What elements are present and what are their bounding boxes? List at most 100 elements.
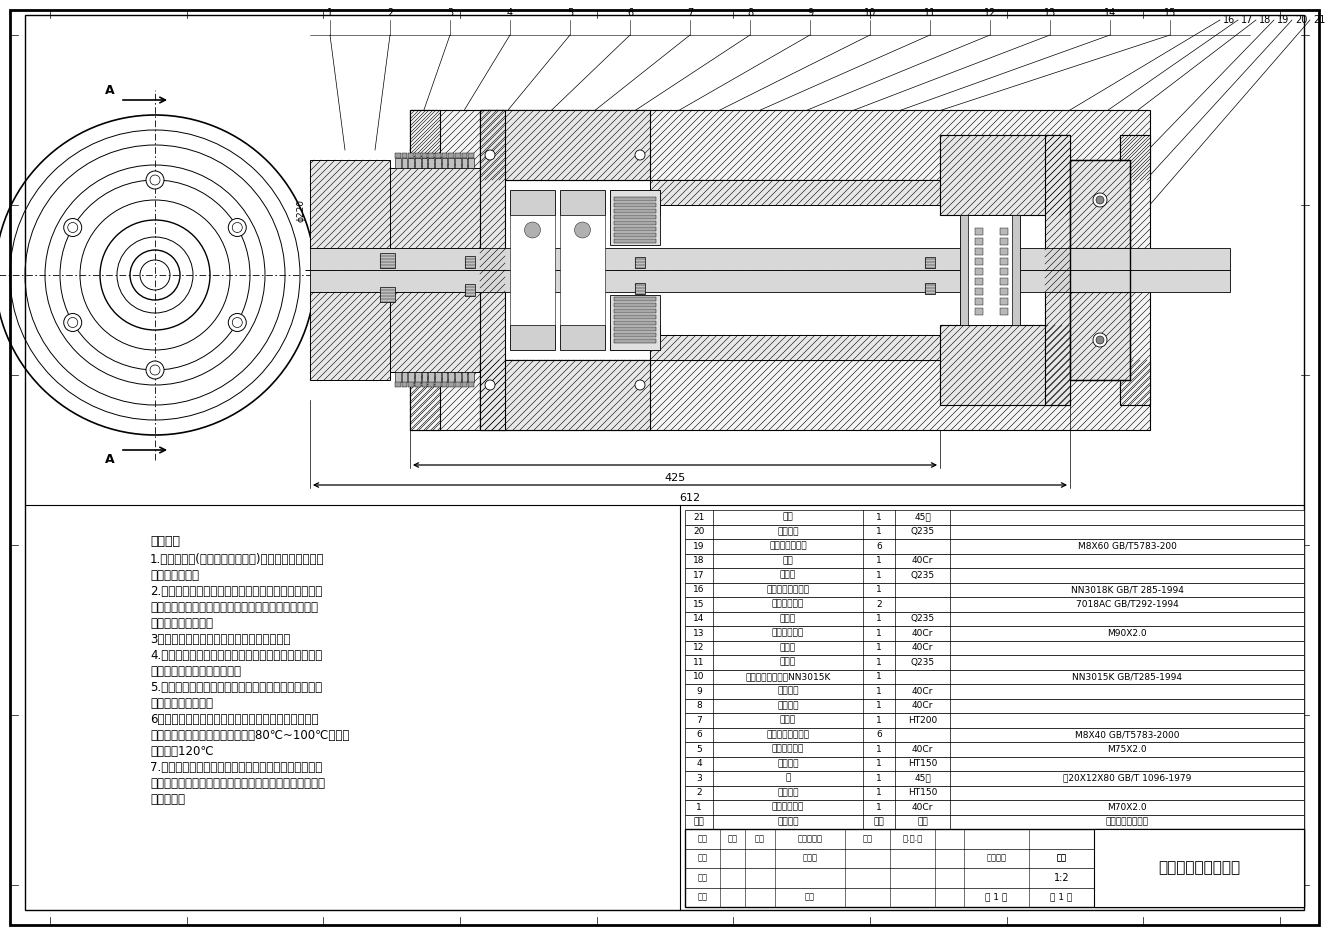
Bar: [684, 742, 1304, 756]
Text: 4: 4: [506, 8, 513, 18]
Text: NN3015K GB/T285-1994: NN3015K GB/T285-1994: [1073, 672, 1181, 682]
Bar: [395, 153, 400, 158]
Text: HT200: HT200: [908, 716, 937, 725]
Text: 20: 20: [1294, 15, 1308, 25]
Bar: [401, 382, 407, 387]
Bar: [468, 372, 474, 382]
Bar: [684, 756, 1304, 771]
Text: 1: 1: [876, 716, 882, 725]
Bar: [1045, 135, 1070, 405]
Bar: [999, 278, 1007, 285]
Text: M8X60 GB/T5783-200: M8X60 GB/T5783-200: [1078, 541, 1176, 551]
Bar: [614, 297, 657, 301]
Text: 11: 11: [924, 8, 936, 18]
Text: 符合规定的润滑脂。: 符合规定的润滑脂。: [150, 697, 213, 710]
Text: 1: 1: [876, 657, 882, 667]
Text: 后端盖: 后端盖: [780, 716, 796, 725]
Bar: [560, 215, 605, 325]
Bar: [560, 325, 605, 350]
Text: Q235: Q235: [910, 657, 934, 667]
Circle shape: [146, 361, 163, 379]
Bar: [999, 248, 1007, 255]
Text: 1: 1: [876, 527, 882, 537]
Bar: [975, 298, 983, 305]
Text: 1:2: 1:2: [1054, 872, 1070, 883]
Text: 分区: 分区: [755, 834, 766, 843]
Text: ϕ220: ϕ220: [296, 199, 304, 222]
Text: 7: 7: [687, 8, 694, 18]
Bar: [684, 669, 1304, 684]
Bar: [461, 158, 468, 168]
Bar: [448, 382, 455, 387]
Text: 1: 1: [876, 512, 882, 522]
Bar: [510, 325, 556, 350]
Text: 1: 1: [876, 628, 882, 638]
Text: 后密封圈: 后密封圈: [777, 686, 799, 696]
Text: 角接触球轴承: 角接触球轴承: [772, 599, 804, 609]
Bar: [614, 315, 657, 319]
Text: 12: 12: [983, 8, 997, 18]
Text: 不能超过120℃: 不能超过120℃: [150, 745, 214, 758]
Text: 护套: 护套: [783, 556, 793, 566]
Text: 车床主轴组件装配体: 车床主轴组件装配体: [1158, 860, 1240, 875]
Text: 技术要求: 技术要求: [150, 535, 179, 548]
Text: 3，装配过程中零件不得磕碰、划伤和锈蚀。: 3，装配过程中零件不得磕碰、划伤和锈蚀。: [150, 633, 290, 646]
Text: 键20X12X80 GB/T 1096-1979: 键20X12X80 GB/T 1096-1979: [1063, 774, 1191, 783]
Text: 更改文件号: 更改文件号: [797, 834, 823, 843]
Text: 标记: 标记: [698, 834, 707, 843]
Bar: [510, 215, 556, 325]
Bar: [975, 238, 983, 245]
Bar: [684, 684, 1304, 698]
Bar: [408, 372, 415, 382]
Text: 年.月.日: 年.月.日: [902, 834, 922, 843]
Text: 19: 19: [1277, 15, 1289, 25]
Bar: [510, 190, 556, 215]
Bar: [468, 158, 474, 168]
Text: 合相应清洁度要求。: 合相应清洁度要求。: [150, 617, 213, 630]
Text: 主轴: 主轴: [783, 512, 793, 522]
Text: 6: 6: [696, 730, 702, 740]
Text: 17: 17: [694, 570, 704, 580]
Circle shape: [68, 318, 77, 327]
Bar: [421, 382, 428, 387]
Bar: [448, 153, 455, 158]
Bar: [441, 372, 448, 382]
Bar: [684, 814, 1304, 829]
Text: 13: 13: [694, 628, 704, 638]
Text: 5: 5: [567, 8, 573, 18]
Bar: [975, 248, 983, 255]
Text: M75X2.0: M75X2.0: [1107, 745, 1147, 754]
Circle shape: [68, 223, 77, 233]
Text: 40Cr: 40Cr: [912, 686, 933, 696]
Text: 3: 3: [447, 8, 453, 18]
Bar: [468, 382, 474, 387]
Text: 10: 10: [694, 672, 704, 682]
Text: 1: 1: [876, 614, 882, 624]
Text: 40Cr: 40Cr: [912, 628, 933, 638]
Text: 驱动带轮: 驱动带轮: [777, 788, 799, 798]
Text: Q235: Q235: [910, 527, 934, 537]
Bar: [975, 258, 983, 265]
Text: 零件名称: 零件名称: [777, 817, 799, 827]
Text: 15: 15: [694, 599, 704, 609]
Bar: [448, 372, 455, 382]
Bar: [684, 611, 1304, 626]
Text: 2: 2: [696, 788, 702, 798]
Bar: [614, 309, 657, 313]
Bar: [614, 303, 657, 307]
Bar: [940, 325, 1070, 405]
Text: HT150: HT150: [908, 759, 937, 769]
Bar: [421, 153, 428, 158]
Text: 1: 1: [876, 585, 882, 595]
Bar: [380, 287, 395, 302]
Bar: [411, 110, 1150, 180]
Circle shape: [1092, 333, 1107, 347]
Bar: [1070, 160, 1130, 248]
Text: 5.油脂润滑的轴承，装配后一般应注入约二分之一空腔: 5.油脂润滑的轴承，装配后一般应注入约二分之一空腔: [150, 681, 322, 694]
Text: 16: 16: [694, 585, 704, 595]
Text: 第 1 张: 第 1 张: [1050, 893, 1073, 901]
Bar: [461, 153, 468, 158]
Text: 内六角圆柱头螺钉: 内六角圆柱头螺钉: [767, 730, 809, 740]
Text: 序号: 序号: [694, 817, 704, 827]
Text: A-A: A-A: [716, 142, 734, 152]
